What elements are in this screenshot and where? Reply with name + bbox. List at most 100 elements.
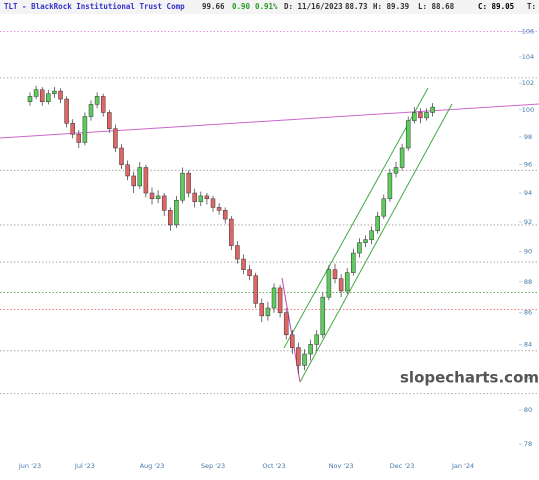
header-low: L: 88.68 [418, 2, 455, 11]
x-tick-label: Nov '23 [329, 462, 354, 470]
x-tick-label: Dec '23 [390, 462, 415, 470]
watermark: slopecharts.com [400, 369, 539, 387]
candle-body [387, 172, 393, 200]
candle-body [405, 120, 411, 149]
candle-body [94, 96, 100, 105]
candle-body [113, 128, 118, 149]
candle-body [418, 112, 423, 119]
candle-body [351, 252, 356, 273]
header-close: C: 89.05 [478, 2, 514, 11]
y-tick-label: 104 [522, 53, 534, 61]
candle-body [76, 133, 82, 143]
y-tick-label: 100 [522, 106, 534, 114]
header-extra: T: [527, 2, 536, 11]
candle-body [161, 195, 167, 211]
x-tick-label: Jan '24 [451, 462, 474, 470]
header-open: 88.73 [345, 2, 368, 11]
candle-body [381, 198, 387, 217]
header-change-pct: 0.91% [255, 2, 278, 11]
candle-body [424, 112, 429, 119]
y-tick-label: 86 [524, 309, 532, 317]
levels [0, 30, 539, 394]
candle-body [265, 307, 271, 317]
y-tick-label: 102 [522, 79, 534, 87]
candle-body [88, 104, 94, 117]
candle-body [70, 123, 75, 135]
candle-body [399, 147, 405, 168]
candle-body [46, 93, 51, 102]
candles [27, 85, 435, 374]
x-tick-label: Oct '23 [262, 462, 285, 470]
x-tick-label: Jun '23 [18, 462, 41, 470]
y-tick-label: 90 [524, 248, 532, 256]
candle-body [283, 312, 289, 336]
candle-body [168, 210, 173, 226]
y-tick-label: 94 [524, 189, 532, 197]
candle-body [296, 347, 301, 366]
candle-body [143, 167, 149, 194]
candle-body [52, 90, 57, 94]
candle-body [412, 112, 417, 121]
header-date: D: 11/16/2023 [284, 2, 343, 11]
candle-body [210, 198, 216, 208]
trendlines [0, 87, 539, 383]
candle-body [357, 242, 362, 254]
header-title: TLT - BlackRock Institutional Trust Comp [4, 2, 185, 11]
channel-line [283, 87, 429, 349]
y-tick-label: 106 [522, 27, 534, 35]
candle-body [137, 167, 143, 187]
y-tick-label: 78 [524, 440, 532, 448]
axis: 78 80 82 84 86 88 90 92 94 96 98 100 102 104 106 Jun '2… [18, 27, 534, 470]
candle-body [125, 164, 130, 177]
candle-body [253, 275, 258, 304]
candle-body [375, 215, 380, 232]
candle-body [27, 96, 33, 102]
candle-body [119, 147, 124, 165]
candle-body [131, 175, 136, 187]
candle-body [216, 207, 222, 211]
y-tick-label: 96 [524, 161, 532, 169]
y-tick-label: 88 [524, 278, 532, 286]
candle-body [290, 334, 295, 348]
candle-body [241, 258, 246, 270]
y-tick-label: 84 [524, 340, 532, 348]
y-tick-label: 92 [524, 218, 532, 226]
candle-body [363, 239, 368, 243]
channel-line [299, 103, 453, 383]
candle-body [430, 106, 435, 113]
header-bar [0, 0, 539, 14]
candle-body [204, 195, 210, 200]
candle-body [180, 172, 185, 201]
x-tick-label: Jul '23 [74, 462, 95, 470]
candle-body [155, 195, 161, 200]
x-tick-label: Aug '23 [140, 462, 165, 470]
candle-body [344, 272, 350, 292]
candle-body [277, 287, 283, 313]
candle-body [100, 96, 106, 113]
candle-body [320, 296, 326, 336]
candle-body [326, 269, 332, 298]
candle-body [33, 89, 39, 97]
candle-body [369, 230, 374, 240]
candle-body [314, 334, 319, 345]
candle-body [247, 269, 252, 276]
header-high: H: 89.39 [373, 2, 410, 11]
candle-body [186, 172, 191, 194]
candle-body [393, 167, 399, 174]
candle-body [64, 98, 69, 124]
candle-body [58, 90, 63, 100]
header-change: 0.90 [232, 2, 251, 11]
candle-body [302, 353, 307, 366]
candle-body [149, 192, 155, 200]
y-tick-label: 80 [524, 406, 532, 414]
candle-body [107, 112, 112, 130]
candle-body [235, 245, 240, 260]
candle-body [82, 116, 88, 143]
y-tick-label: 82 [524, 373, 532, 381]
candle-body [259, 303, 265, 317]
header-last: 99.66 [202, 2, 225, 11]
candle-body [222, 210, 228, 220]
candle-body [308, 344, 313, 355]
